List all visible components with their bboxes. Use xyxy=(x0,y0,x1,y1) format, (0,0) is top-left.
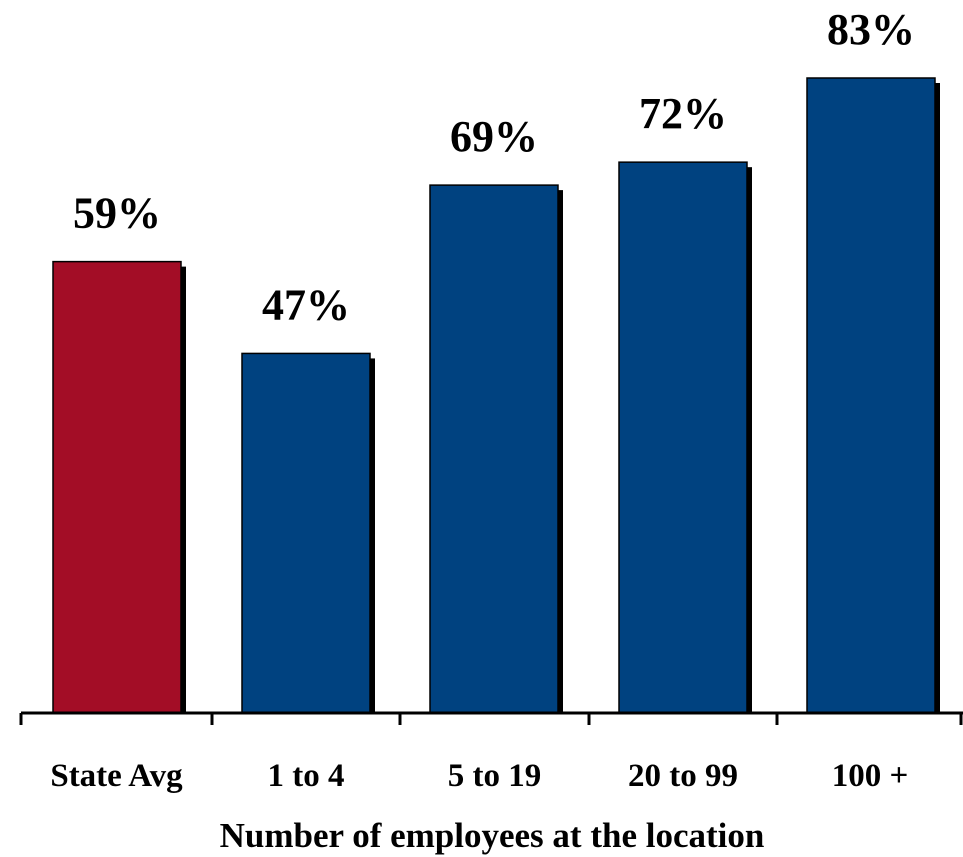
value-label: 59% xyxy=(73,189,161,238)
bar-20-to-99 xyxy=(618,161,748,714)
x-axis-ticks xyxy=(19,713,963,725)
x-tick-labels: State Avg 1 to 4 5 to 19 20 to 99 100 + xyxy=(50,758,908,794)
bar-state-avg xyxy=(52,260,182,714)
value-label: 47% xyxy=(262,280,350,329)
x-axis-title: Number of employees at the location xyxy=(220,816,765,855)
bar-5-to-19 xyxy=(429,184,559,714)
value-label: 69% xyxy=(450,112,538,161)
x-tick-label: State Avg xyxy=(50,758,183,794)
value-labels-group: 59% 47% 69% 72% 83% xyxy=(73,5,915,329)
x-tick-label: 1 to 4 xyxy=(268,758,345,794)
x-tick-label: 100 + xyxy=(832,758,909,794)
bar-1-to-4 xyxy=(241,352,371,714)
bars-group xyxy=(52,77,940,714)
x-tick-label: 20 to 99 xyxy=(628,758,738,794)
bar-100 xyxy=(806,77,936,714)
x-tick-label: 5 to 19 xyxy=(448,758,542,794)
value-label: 72% xyxy=(639,89,727,138)
value-label: 83% xyxy=(827,5,915,54)
